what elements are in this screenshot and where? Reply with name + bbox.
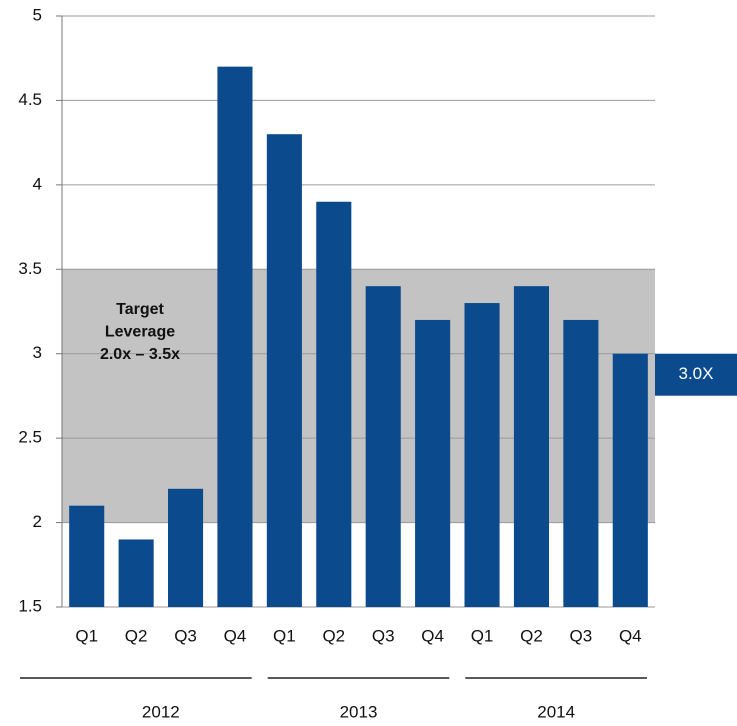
y-tick-label: 4.5 bbox=[18, 90, 42, 109]
x-tick-label: Q1 bbox=[75, 626, 98, 645]
bar bbox=[167, 488, 204, 607]
target-label: 2.0x – 3.5x bbox=[100, 346, 180, 363]
x-tick-label: Q4 bbox=[619, 626, 642, 645]
bar bbox=[217, 66, 253, 607]
value-callout bbox=[655, 353, 737, 396]
y-tick-label: 2 bbox=[33, 512, 42, 531]
bar bbox=[118, 539, 154, 607]
bar bbox=[612, 353, 648, 607]
x-tick-label: Q1 bbox=[273, 626, 296, 645]
group-label: 2014 bbox=[537, 702, 575, 721]
bar bbox=[415, 319, 451, 607]
value-label: 3.0X bbox=[679, 364, 714, 383]
y-tick-label: 3 bbox=[33, 343, 42, 362]
bar bbox=[513, 286, 550, 607]
y-tick-label: 1.5 bbox=[18, 596, 42, 615]
x-tick-label: Q3 bbox=[372, 626, 395, 645]
bar bbox=[69, 505, 105, 607]
bar bbox=[563, 319, 599, 607]
bar bbox=[266, 134, 302, 607]
x-tick-label: Q2 bbox=[125, 626, 148, 645]
y-tick-label: 2.5 bbox=[18, 428, 42, 447]
y-tick-label: 3.5 bbox=[18, 259, 42, 278]
target-band bbox=[62, 269, 655, 523]
bar bbox=[365, 286, 401, 607]
x-tick-label: Q4 bbox=[421, 626, 444, 645]
target-label: Target bbox=[116, 301, 164, 318]
group-label: 2013 bbox=[340, 702, 378, 721]
bar bbox=[464, 303, 500, 607]
bar bbox=[316, 201, 352, 607]
x-tick-label: Q1 bbox=[471, 626, 494, 645]
y-tick-label: 5 bbox=[33, 5, 42, 24]
x-tick-label: Q2 bbox=[520, 626, 543, 645]
x-tick-label: Q4 bbox=[224, 626, 247, 645]
x-tick-label: Q2 bbox=[322, 626, 345, 645]
target-label: Leverage bbox=[105, 324, 175, 341]
y-tick-label: 4 bbox=[33, 174, 42, 193]
x-tick-label: Q3 bbox=[570, 626, 593, 645]
x-tick-label: Q3 bbox=[174, 626, 197, 645]
group-label: 2012 bbox=[142, 702, 180, 721]
